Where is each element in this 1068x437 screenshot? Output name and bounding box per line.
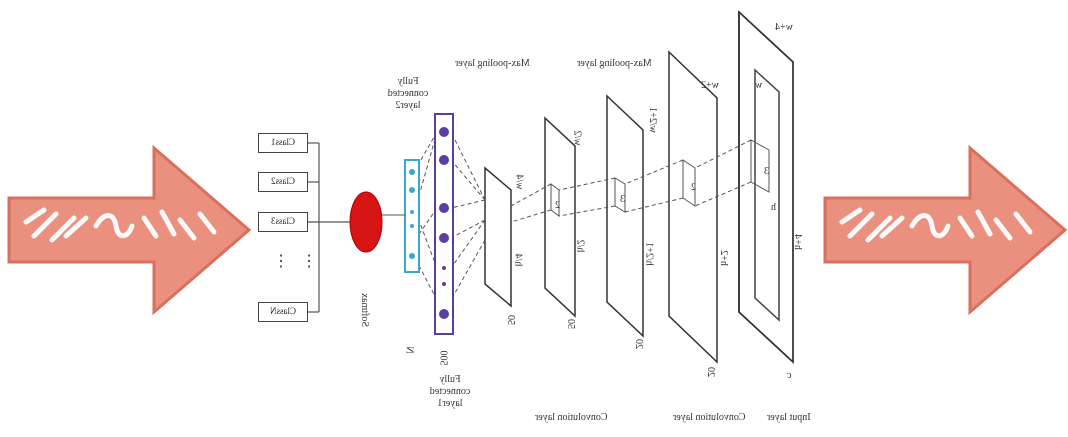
input-layer-label: Input layer	[767, 412, 811, 423]
fc1-column	[434, 113, 454, 335]
pool1-width-label: w/2+1	[646, 107, 658, 133]
class-box-3: Class3	[258, 212, 308, 232]
pool1-depth-label: 20	[633, 339, 644, 349]
conv1-width-label: w+2	[701, 80, 719, 91]
fc2-column	[375, 159, 420, 273]
conv1-block	[668, 50, 718, 364]
pool1-block	[606, 94, 644, 338]
cnn-diagram-graphic	[307, 10, 794, 364]
cnn-diagram: Class1 Class2 Class3 ClassN ⋮ ⋮ Input la…	[255, 0, 813, 437]
pool2-block	[484, 166, 512, 308]
conv1-height-label: h+2	[717, 250, 729, 266]
input-inner-width-label: w	[755, 80, 763, 91]
conv2-height-label: h/2	[574, 239, 586, 253]
class-box-2: Class2	[258, 172, 308, 192]
input-inner-height-label: h	[771, 202, 776, 213]
input-channels-label: c	[787, 370, 792, 381]
conv1-kernel-label: 2	[691, 182, 696, 193]
pool2-height-label: h/4	[512, 253, 524, 267]
class-ellipsis-1: ⋮	[273, 253, 289, 270]
conv2-kernel-label: 2	[555, 200, 560, 211]
pool1-kernel-label: 3	[620, 194, 625, 205]
input-width-label: w+4	[775, 22, 793, 33]
class-box-n: ClassN	[258, 302, 308, 322]
conv2-block	[544, 116, 576, 318]
pool2-layer-label: Max-pooling layer	[455, 58, 530, 69]
pool2-width-label: w/4	[513, 174, 525, 190]
input-kernel-label: 3	[764, 166, 769, 177]
softmax-node	[349, 191, 383, 253]
class-box-1: Class1	[258, 133, 308, 153]
input-layer-block	[738, 10, 794, 364]
conv1-depth-label: 20	[705, 367, 716, 377]
class-label-3: Class3	[271, 216, 296, 226]
class-label-1: Class1	[271, 137, 296, 147]
right-arrow-icon	[823, 144, 1068, 316]
input-height-label: h+4	[791, 234, 803, 250]
fc2-layer-label: Fully connected layer2	[387, 76, 429, 111]
fc1-layer-label: Fully connected layer1	[429, 374, 471, 409]
left-arrow-icon	[7, 144, 252, 316]
conv2-layer-label: Convolution layer	[535, 412, 608, 423]
class-label-2: Class2	[271, 176, 296, 186]
pool1-height-label: h/2+1	[643, 242, 655, 266]
fc1-size-label: 500	[437, 350, 449, 366]
conv2-depth-label: 50	[565, 319, 576, 329]
conv1-layer-label: Convolution layer	[673, 412, 746, 423]
softmax-label: Softmax	[358, 293, 370, 327]
class-ellipsis-2: ⋮	[301, 253, 317, 270]
fc2-size-label: N	[403, 346, 415, 354]
pool1-layer-label: Max-pooling layer	[577, 58, 652, 69]
pool2-depth-label: 50	[505, 315, 516, 325]
conv2-width-label: w/2	[571, 130, 583, 146]
class-connectors	[307, 142, 350, 313]
class-label-n: ClassN	[270, 306, 297, 316]
